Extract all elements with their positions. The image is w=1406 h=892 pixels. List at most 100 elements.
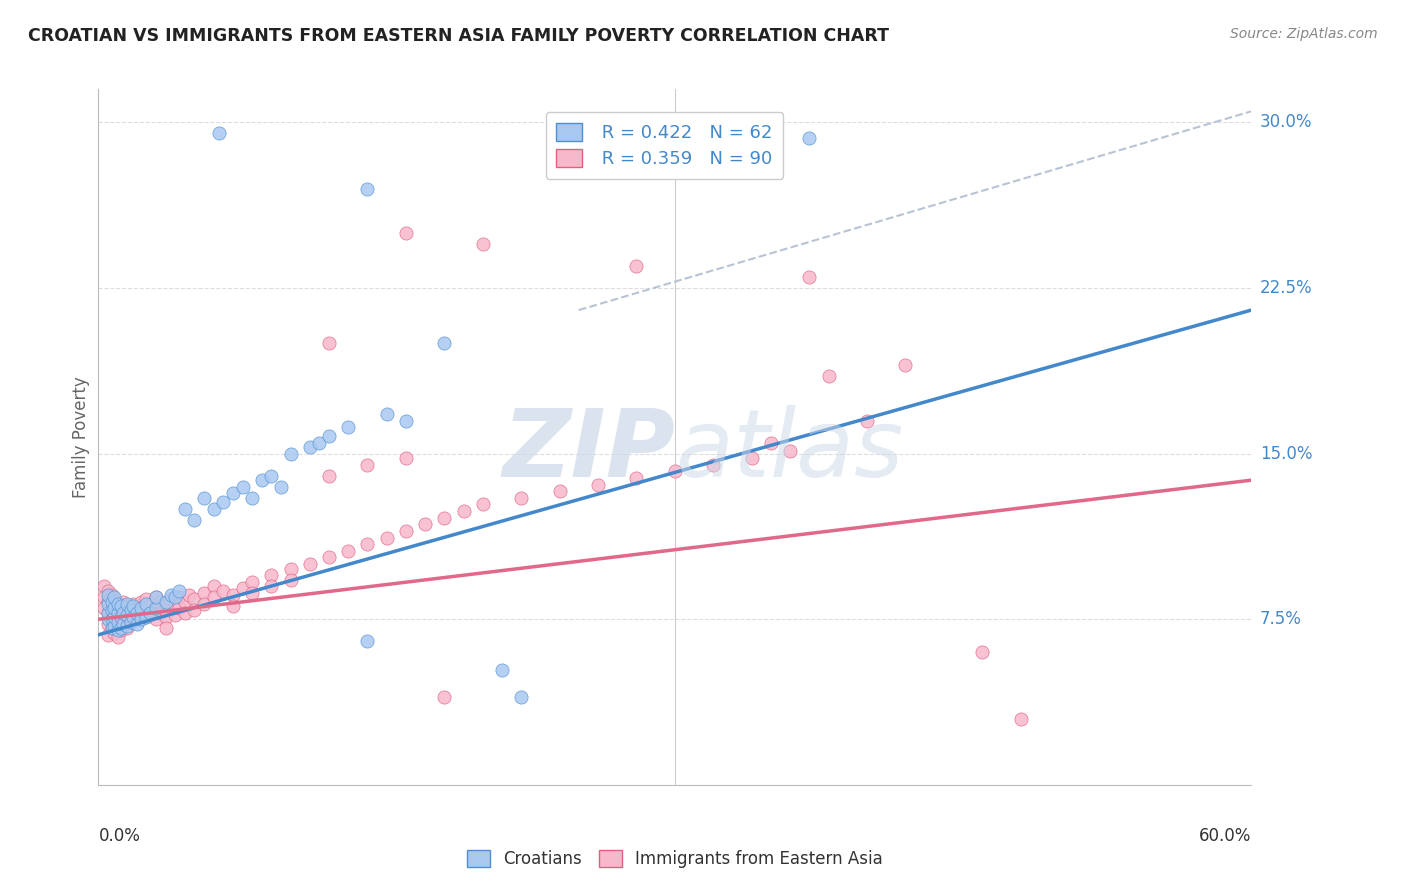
- Point: [586, 477, 609, 491]
- Point: [270, 480, 292, 494]
- Point: [103, 619, 125, 633]
- Point: [112, 616, 135, 631]
- Point: [817, 369, 839, 384]
- Point: [107, 606, 129, 620]
- Point: [129, 601, 152, 615]
- Point: [97, 628, 120, 642]
- Point: [471, 236, 494, 251]
- Point: [103, 601, 125, 615]
- Point: [122, 607, 145, 622]
- Point: [202, 591, 225, 605]
- Point: [177, 588, 200, 602]
- Point: [741, 451, 763, 466]
- Point: [117, 619, 138, 633]
- Point: [548, 484, 571, 499]
- Point: [318, 550, 340, 565]
- Point: [107, 597, 129, 611]
- Point: [97, 597, 120, 611]
- Point: [97, 616, 120, 631]
- Point: [120, 615, 142, 629]
- Point: [260, 468, 283, 483]
- Point: [250, 473, 273, 487]
- Point: [122, 610, 145, 624]
- Point: [298, 557, 321, 571]
- Point: [139, 607, 162, 622]
- Point: [202, 501, 225, 516]
- Point: [110, 612, 132, 626]
- Point: [145, 591, 167, 605]
- Legend: Croatians, Immigrants from Eastern Asia: Croatians, Immigrants from Eastern Asia: [460, 843, 890, 875]
- Point: [107, 607, 129, 622]
- Point: [222, 588, 245, 602]
- Point: [107, 630, 129, 644]
- Point: [174, 594, 197, 608]
- Point: [356, 181, 378, 195]
- Point: [453, 504, 475, 518]
- Point: [145, 591, 167, 605]
- Point: [97, 612, 120, 626]
- Legend:  R = 0.422   N = 62,  R = 0.359   N = 90: R = 0.422 N = 62, R = 0.359 N = 90: [546, 112, 783, 178]
- Point: [101, 621, 124, 635]
- Point: [110, 610, 132, 624]
- Point: [134, 610, 156, 624]
- Point: [280, 561, 302, 575]
- Point: [145, 612, 167, 626]
- Point: [134, 599, 156, 613]
- Point: [759, 435, 782, 450]
- Point: [112, 606, 135, 620]
- Point: [280, 447, 302, 461]
- Point: [107, 615, 129, 629]
- Point: [155, 610, 177, 624]
- Point: [165, 607, 187, 622]
- Point: [97, 594, 120, 608]
- Point: [120, 603, 142, 617]
- Point: [101, 610, 124, 624]
- Point: [107, 624, 129, 638]
- Point: [433, 510, 456, 524]
- Point: [433, 336, 456, 351]
- Point: [129, 612, 152, 626]
- Point: [183, 513, 205, 527]
- Text: ZIP: ZIP: [502, 405, 675, 497]
- Point: [193, 586, 215, 600]
- Point: [433, 690, 456, 704]
- Point: [318, 468, 340, 483]
- Point: [101, 594, 124, 608]
- Point: [93, 591, 115, 605]
- Point: [318, 429, 340, 443]
- Y-axis label: Family Poverty: Family Poverty: [72, 376, 90, 498]
- Point: [395, 413, 418, 427]
- Point: [117, 621, 138, 635]
- Point: [413, 517, 436, 532]
- Point: [117, 607, 138, 622]
- Point: [799, 130, 821, 145]
- Point: [107, 597, 129, 611]
- Point: [491, 663, 513, 677]
- Point: [260, 579, 283, 593]
- Point: [97, 606, 120, 620]
- Point: [318, 336, 340, 351]
- Point: [664, 464, 686, 478]
- Point: [308, 435, 330, 450]
- Point: [120, 615, 142, 629]
- Point: [510, 491, 533, 505]
- Point: [103, 615, 125, 629]
- Point: [110, 624, 132, 638]
- Point: [160, 588, 183, 602]
- Point: [240, 574, 263, 589]
- Point: [174, 501, 197, 516]
- Point: [103, 603, 125, 617]
- Point: [208, 127, 231, 141]
- Point: [122, 597, 145, 611]
- Point: [135, 603, 157, 617]
- Point: [101, 599, 124, 613]
- Point: [155, 594, 177, 608]
- Point: [101, 588, 124, 602]
- Point: [167, 601, 190, 615]
- Point: [356, 537, 378, 551]
- Text: 60.0%: 60.0%: [1199, 827, 1251, 845]
- Point: [129, 594, 152, 608]
- Point: [117, 610, 138, 624]
- Point: [626, 259, 648, 273]
- Point: [117, 599, 138, 613]
